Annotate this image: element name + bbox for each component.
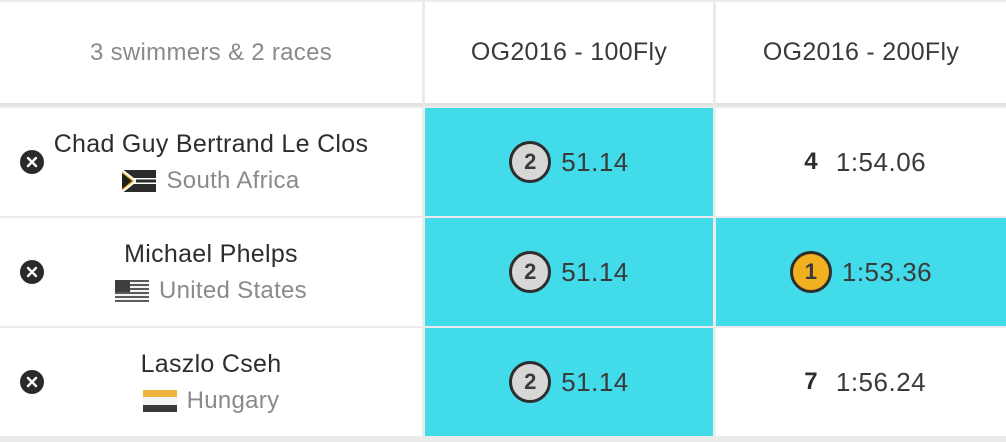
swimmer-cell: Michael Phelps United States [0,218,422,326]
header-summary-cell: 3 swimmers & 2 races [0,2,422,106]
swimmer-name[interactable]: Laszlo Cseh [140,349,282,378]
result-time: 51.14 [561,146,629,177]
remove-swimmer-button[interactable] [20,260,44,284]
swimmer-race-summary: 3 swimmers & 2 races [89,38,333,66]
close-icon [26,376,38,388]
swimmer-cell: Chad Guy Bertrand Le Clos South Africa [0,108,422,216]
rank-badge: 2 [509,141,552,183]
remove-swimmer-button[interactable] [20,150,44,174]
close-icon [26,156,38,168]
hungary-flag-icon [142,389,177,412]
rank-number: 7 [804,368,818,395]
result-cell[interactable]: 2 51.14 [425,108,713,216]
result-cell[interactable]: 7 1:56.24 [716,328,1006,436]
race-title: OG2016 - 100Fly [470,38,668,66]
country-name: Hungary [186,386,280,414]
close-icon [26,266,38,278]
rank-badge: 2 [509,361,552,403]
result-cell[interactable]: 2 51.14 [425,328,713,436]
rank-badge: 1 [789,251,832,293]
result-cell[interactable]: 1 1:53.36 [716,218,1006,326]
race-header-200fly[interactable]: OG2016 - 200Fly [716,2,1006,106]
result-time: 1:53.36 [841,256,933,287]
race-header-100fly[interactable]: OG2016 - 100Fly [425,2,713,106]
remove-swimmer-button[interactable] [20,370,44,394]
rank-badge: 2 [509,251,552,293]
swimmer-name[interactable]: Michael Phelps [124,239,298,268]
result-time: 51.14 [561,366,629,397]
country-name: United States [159,276,307,304]
result-time: 1:54.06 [835,146,927,177]
race-title: OG2016 - 200Fly [762,38,960,66]
swimmer-cell: Laszlo Cseh Hungary [0,328,422,436]
united-states-flag-icon [115,279,149,302]
result-time: 51.14 [561,256,629,287]
country-name: South Africa [166,166,300,194]
result-cell[interactable]: 4 1:54.06 [716,108,1006,216]
result-cell[interactable]: 2 51.14 [425,218,713,326]
swimmer-name[interactable]: Chad Guy Bertrand Le Clos [53,129,369,158]
south-africa-flag-icon [122,169,157,192]
result-time: 1:56.24 [835,366,927,397]
rank-number: 4 [804,148,818,175]
